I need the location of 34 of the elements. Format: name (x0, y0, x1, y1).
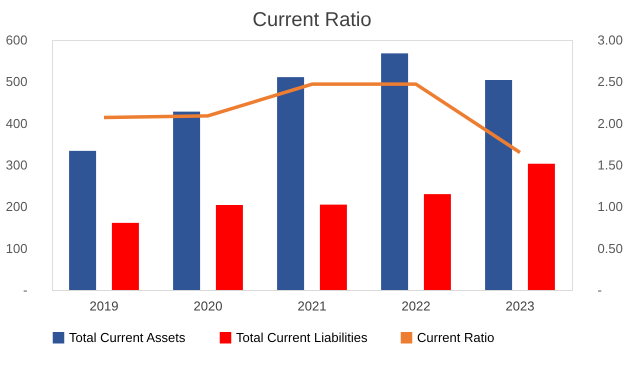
bar (112, 222, 139, 290)
bar (485, 80, 512, 290)
y-tick-label: 300 (6, 158, 28, 172)
line-series (102, 82, 522, 154)
legend-label: Total Current Assets (69, 330, 186, 345)
bar (381, 53, 408, 290)
y2-tick-label: 3.00 (598, 32, 623, 48)
x-tick-label: 2020 (194, 298, 222, 314)
bar (424, 194, 451, 290)
bar (173, 112, 200, 290)
bar (528, 164, 555, 290)
y-tick-label: - (23, 282, 28, 298)
y-tick-label: 500 (6, 74, 28, 90)
legend-label: Total Current Liabilities (236, 330, 368, 345)
x-tick-label: 2022 (402, 298, 430, 314)
bar (216, 205, 243, 290)
y2-tick-label: 2.00 (598, 116, 623, 131)
chart-title: Current Ratio (252, 9, 372, 31)
y-tick-label: 100 (6, 240, 28, 256)
y-tick-label: 200 (6, 199, 28, 214)
legend-label: Current Ratio (417, 330, 494, 345)
y2-tick-label: 0.50 (598, 240, 623, 256)
bar (320, 204, 347, 290)
y-tick-label: 600 (6, 32, 28, 48)
y2-tick-label: 2.50 (598, 74, 623, 90)
bar (277, 77, 304, 290)
x-tick-label: 2019 (90, 298, 118, 314)
y2-tick-label: 1.00 (598, 199, 623, 214)
y-tick-label: 400 (6, 116, 28, 131)
bar (69, 150, 96, 290)
y2-tick-label: 1.50 (598, 158, 623, 172)
x-tick-label: 2023 (506, 298, 534, 314)
y2-tick-label: - (598, 282, 602, 298)
x-tick-label: 2021 (298, 298, 326, 314)
